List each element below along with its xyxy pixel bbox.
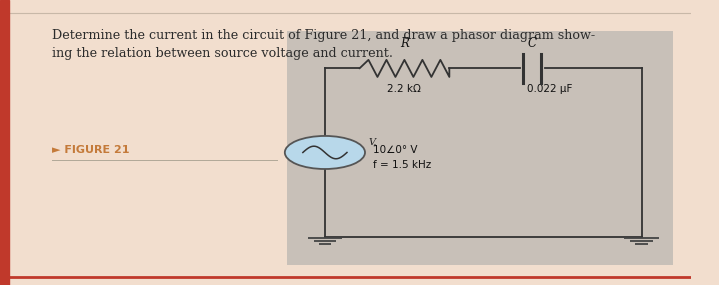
Bar	[287, 31, 673, 265]
Text: f = 1.5 kHz: f = 1.5 kHz	[373, 160, 431, 170]
Circle shape	[285, 136, 365, 169]
Bar	[0, 0, 9, 285]
Text: R: R	[400, 37, 409, 50]
Text: 0.022 μF: 0.022 μF	[527, 84, 572, 94]
Text: C: C	[528, 37, 537, 50]
Text: V,: V,	[368, 137, 377, 146]
Text: Determine the current in the circuit of Figure 21, and draw a phasor diagram sho: Determine the current in the circuit of …	[52, 28, 595, 60]
Text: ► FIGURE 21: ► FIGURE 21	[52, 144, 129, 155]
Text: 2.2 kΩ: 2.2 kΩ	[388, 84, 421, 94]
Text: 10∠0° V: 10∠0° V	[373, 145, 418, 155]
